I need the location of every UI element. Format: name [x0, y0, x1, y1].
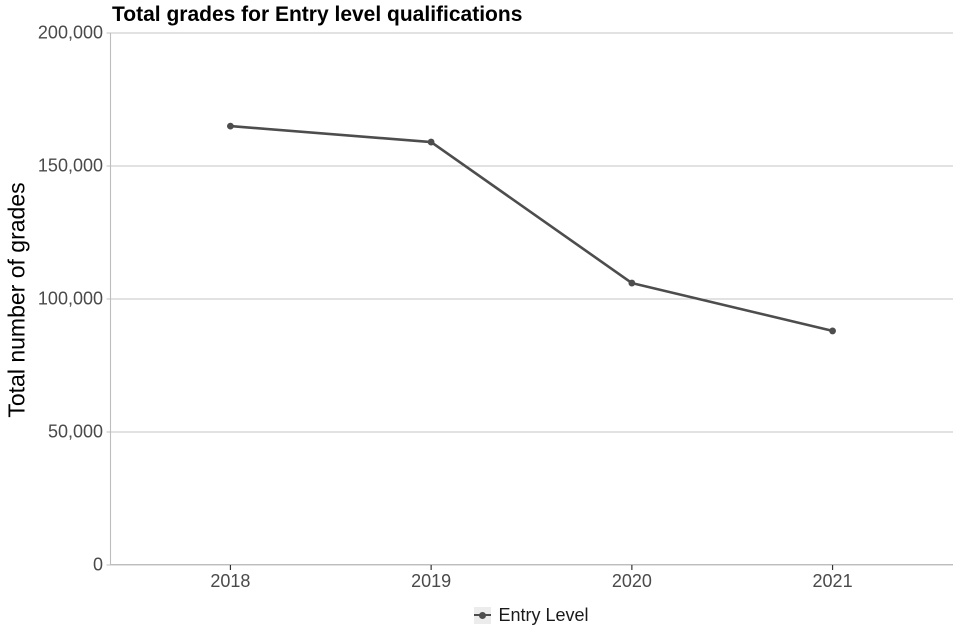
- series-line: [229, 124, 834, 333]
- data-point: [427, 138, 435, 146]
- legend-label: Entry Level: [498, 604, 589, 625]
- x-axis: 2018 2019 2020 2021: [110, 571, 953, 593]
- y-tick-label: 150,000: [37, 155, 103, 176]
- x-tick-label: 2018: [210, 571, 251, 591]
- y-tick-label: 100,000: [37, 288, 103, 309]
- y-axis: 0 50,000 100,000 150,000 200,000: [0, 23, 103, 575]
- y-tick-label: 50,000: [47, 421, 103, 442]
- y-tick-label: 200,000: [37, 22, 103, 43]
- chart-title: Total grades for Entry level qualificati…: [112, 3, 523, 26]
- x-tick-label: 2021: [812, 571, 853, 591]
- data-point: [227, 122, 234, 130]
- x-tick-label: 2020: [611, 571, 652, 591]
- data-point: [829, 327, 836, 335]
- y-tick-label: 0: [92, 554, 103, 575]
- legend-key: [474, 606, 492, 624]
- data-point: [628, 279, 636, 287]
- plot-area: [106, 32, 953, 570]
- x-tick-label: 2019: [411, 571, 452, 591]
- legend: Entry Level: [110, 604, 953, 626]
- chart-canvas: [106, 32, 953, 570]
- legend-key-point-icon: [479, 611, 487, 619]
